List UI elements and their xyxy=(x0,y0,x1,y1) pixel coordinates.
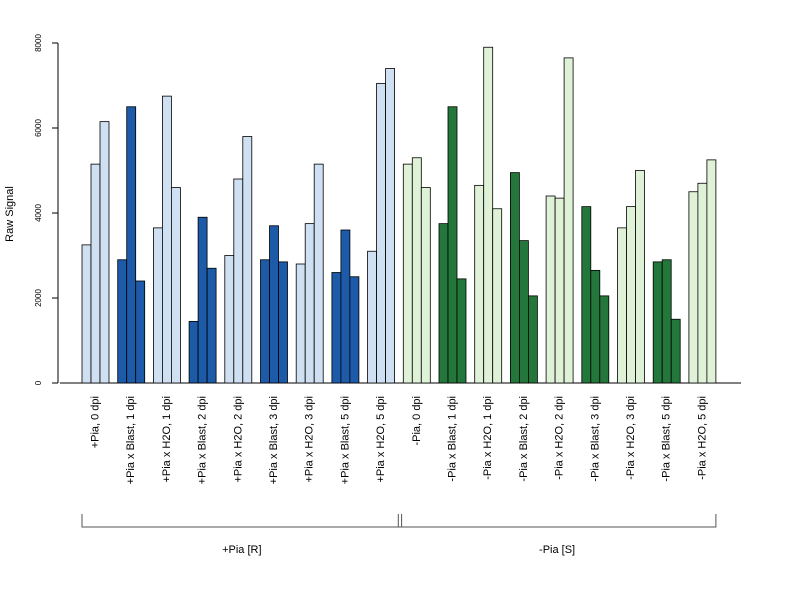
bar xyxy=(295,263,306,384)
group-brackets: +Pia [R] -Pia [S] xyxy=(81,514,717,556)
y-axis-title: Raw Signal xyxy=(4,186,16,242)
bar xyxy=(528,295,538,384)
bar xyxy=(626,206,636,384)
bar xyxy=(331,272,342,384)
bar xyxy=(635,170,645,384)
bar xyxy=(224,255,235,384)
bar xyxy=(661,259,672,384)
bar xyxy=(447,106,458,384)
bar xyxy=(456,278,467,384)
bar xyxy=(269,225,279,384)
bar xyxy=(233,178,244,384)
bar xyxy=(652,261,663,384)
bar xyxy=(545,195,556,384)
bar xyxy=(402,163,413,384)
bar xyxy=(385,68,396,384)
bar xyxy=(483,46,494,384)
bar xyxy=(420,187,431,384)
y-tick-label: 2000 xyxy=(34,289,43,307)
bar xyxy=(206,267,217,384)
bar xyxy=(161,95,172,384)
bar xyxy=(367,250,378,384)
bar xyxy=(581,206,592,384)
category-labels: +Pia, 0 dpi +Pia x Blast, 1 dpi +Pia x H2O… xyxy=(90,396,709,484)
bars xyxy=(81,46,717,384)
group-label: -Pia [S] xyxy=(539,544,575,556)
y-tick-label: 0 xyxy=(34,380,43,385)
category-label: +Pia x H2O, 2 dpi xyxy=(232,396,244,483)
category-label: -Pia x Blast, 2 dpi xyxy=(518,396,530,482)
category-label: +Pia, 0 dpi xyxy=(90,396,102,448)
bar xyxy=(260,259,270,384)
bar xyxy=(197,216,208,384)
category-label: +Pia x H2O, 5 dpi xyxy=(375,396,387,483)
category-label: +Pia x Blast, 1 dpi xyxy=(125,396,137,484)
group-label: +Pia [R] xyxy=(222,544,261,556)
category-label: +Pia x H2O, 3 dpi xyxy=(304,396,316,483)
bar xyxy=(438,223,449,384)
bar xyxy=(278,261,288,384)
category-label: +Pia x Blast, 5 dpi xyxy=(339,396,351,484)
bar xyxy=(242,136,253,384)
bar xyxy=(81,244,92,384)
bar xyxy=(90,163,101,384)
bar xyxy=(617,227,627,384)
bar xyxy=(349,276,360,384)
bar xyxy=(554,197,565,384)
bar xyxy=(590,269,601,384)
category-label: -Pia x H2O, 5 dpi xyxy=(696,396,708,480)
bar xyxy=(126,106,137,384)
bar xyxy=(188,320,199,384)
bar xyxy=(563,57,574,384)
bar xyxy=(152,227,163,384)
y-tick-label: 6000 xyxy=(34,119,43,137)
category-label: -Pia, 0 dpi xyxy=(411,396,423,446)
bar xyxy=(706,159,717,384)
bar xyxy=(313,163,324,384)
category-label: -Pia x H2O, 3 dpi xyxy=(625,396,637,480)
bar xyxy=(474,184,485,384)
bar xyxy=(670,318,681,384)
group-bracket xyxy=(397,514,717,528)
y-axis: 0 2000 4000 6000 8000 xyxy=(34,34,59,385)
bar xyxy=(376,82,387,384)
group-bracket xyxy=(81,514,403,528)
category-label: -Pia x Blast, 1 dpi xyxy=(447,396,459,482)
bar xyxy=(411,157,422,384)
bar xyxy=(135,280,146,384)
bar xyxy=(99,121,110,384)
bar xyxy=(492,208,503,384)
y-tick-label: 8000 xyxy=(34,34,43,52)
bar xyxy=(688,191,699,384)
category-label: +Pia x H2O, 1 dpi xyxy=(161,396,173,483)
category-label: +Pia x Blast, 2 dpi xyxy=(197,396,209,484)
bar xyxy=(509,172,520,384)
bar xyxy=(697,182,708,384)
bar xyxy=(519,240,529,384)
y-tick-label: 4000 xyxy=(34,204,43,222)
category-label: +Pia x Blast, 3 dpi xyxy=(268,396,280,484)
bar xyxy=(117,259,128,384)
bar xyxy=(304,223,315,384)
category-label: -Pia x Blast, 3 dpi xyxy=(589,396,601,482)
category-label: -Pia x Blast, 5 dpi xyxy=(661,396,673,482)
bar xyxy=(599,295,610,384)
category-label: -Pia x H2O, 1 dpi xyxy=(482,396,494,480)
category-label: -Pia x H2O, 2 dpi xyxy=(554,396,566,480)
bar xyxy=(170,187,181,384)
bar xyxy=(340,229,351,384)
